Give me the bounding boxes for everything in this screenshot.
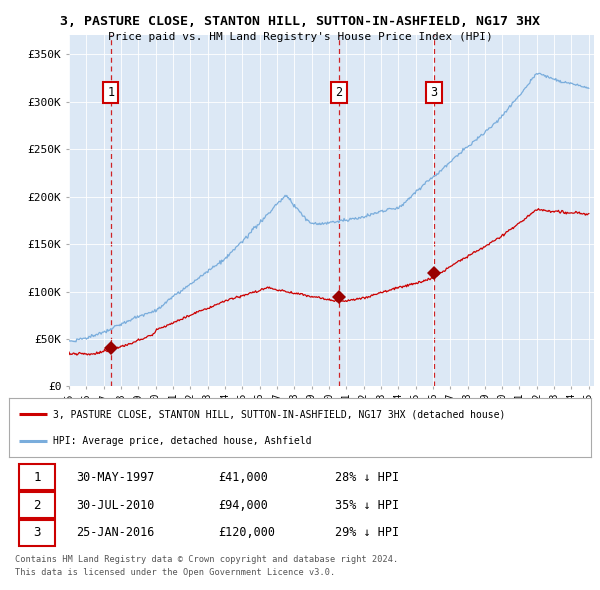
Text: 30-MAY-1997: 30-MAY-1997: [76, 471, 154, 484]
Text: £120,000: £120,000: [218, 526, 275, 539]
Text: Contains HM Land Registry data © Crown copyright and database right 2024.: Contains HM Land Registry data © Crown c…: [15, 555, 398, 563]
Text: HPI: Average price, detached house, Ashfield: HPI: Average price, detached house, Ashf…: [53, 437, 311, 446]
FancyBboxPatch shape: [19, 493, 55, 517]
Text: 1: 1: [107, 86, 115, 99]
Text: £41,000: £41,000: [218, 471, 268, 484]
Text: 25-JAN-2016: 25-JAN-2016: [76, 526, 154, 539]
Text: 3: 3: [33, 526, 41, 539]
FancyBboxPatch shape: [19, 520, 55, 546]
Text: 35% ↓ HPI: 35% ↓ HPI: [335, 499, 399, 512]
FancyBboxPatch shape: [19, 464, 55, 490]
Text: 3: 3: [431, 86, 437, 99]
Text: 2: 2: [335, 86, 343, 99]
Text: 1: 1: [33, 471, 41, 484]
Text: This data is licensed under the Open Government Licence v3.0.: This data is licensed under the Open Gov…: [15, 568, 335, 576]
Text: 2: 2: [33, 499, 41, 512]
Text: 3, PASTURE CLOSE, STANTON HILL, SUTTON-IN-ASHFIELD, NG17 3HX (detached house): 3, PASTURE CLOSE, STANTON HILL, SUTTON-I…: [53, 409, 505, 419]
Text: £94,000: £94,000: [218, 499, 268, 512]
Text: Price paid vs. HM Land Registry's House Price Index (HPI): Price paid vs. HM Land Registry's House …: [107, 32, 493, 42]
Text: 3, PASTURE CLOSE, STANTON HILL, SUTTON-IN-ASHFIELD, NG17 3HX: 3, PASTURE CLOSE, STANTON HILL, SUTTON-I…: [60, 15, 540, 28]
Text: 29% ↓ HPI: 29% ↓ HPI: [335, 526, 399, 539]
Text: 28% ↓ HPI: 28% ↓ HPI: [335, 471, 399, 484]
Text: 30-JUL-2010: 30-JUL-2010: [76, 499, 154, 512]
